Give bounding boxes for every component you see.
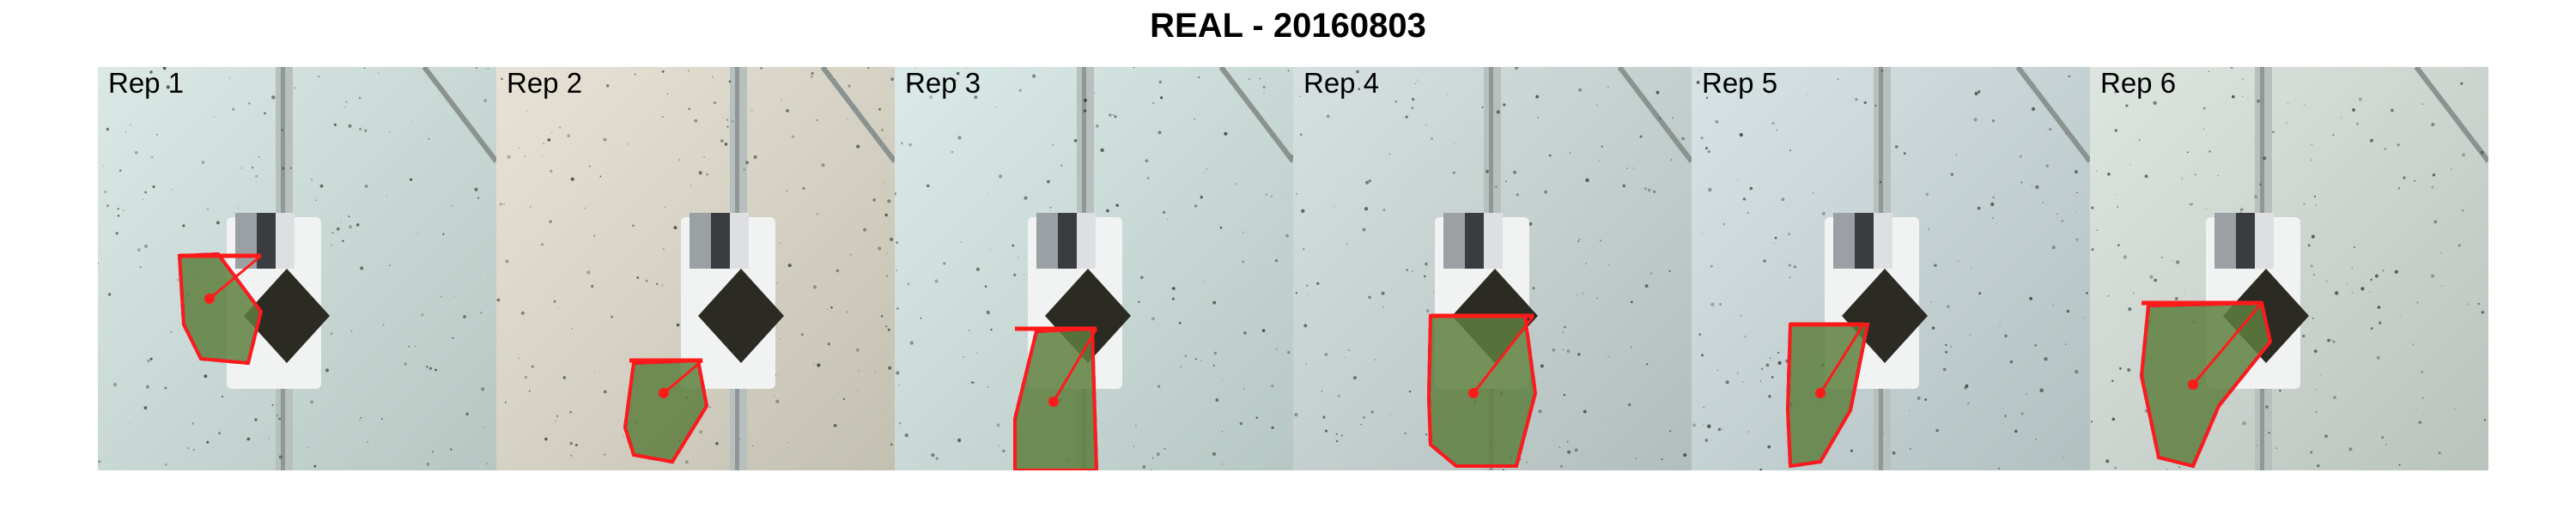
rep-label: Rep 4 [1303, 67, 1380, 99]
plant-photo-rep-4 [1293, 67, 1692, 470]
plant-photo-rep-5 [1692, 67, 2090, 470]
panel-rep-4: Rep 4 [1293, 67, 1692, 470]
panel-rep-6: Rep 6 [2090, 67, 2488, 470]
panel-rep-1: Rep 1 [98, 67, 496, 470]
rep-label: Rep 6 [2100, 67, 2177, 99]
plant-photo-rep-1 [98, 67, 496, 470]
plant-photo-rep-6 [2090, 67, 2488, 470]
figure-title: REAL - 20160803 [1150, 7, 1426, 45]
rep-label: Rep 1 [108, 67, 185, 99]
rep-label: Rep 5 [1702, 67, 1778, 99]
panel-rep-2: Rep 2 [496, 67, 895, 470]
plant-photo-rep-3 [895, 67, 1293, 470]
rep-label: Rep 3 [905, 67, 981, 99]
rep-label: Rep 2 [507, 67, 583, 99]
panel-rep-5: Rep 5 [1692, 67, 2090, 470]
image-strip: Rep 1 Rep 2 Rep 3 Rep 4 Rep 5 Rep 6 [98, 67, 2488, 470]
panel-rep-3: Rep 3 [895, 67, 1293, 470]
plant-photo-rep-2 [496, 67, 895, 470]
